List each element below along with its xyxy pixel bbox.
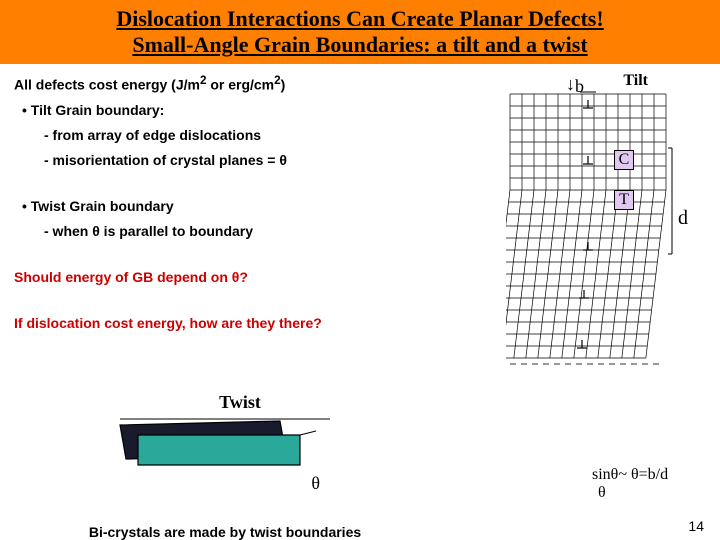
energy-line: All defects cost energy (J/m2 or erg/cm2… (14, 72, 454, 96)
t-box: T (614, 190, 634, 210)
twist-svg (110, 415, 340, 471)
twist-theta: θ (110, 473, 370, 494)
tilt-b: - misorientation of crystal planes = θ (14, 150, 454, 171)
tilt-a: - from array of edge dislocations (14, 125, 454, 146)
c-box: C (614, 150, 634, 170)
tilt-head: • Tilt Grain boundary: (14, 100, 454, 121)
twist-head: • Twist Grain boundary (14, 196, 454, 217)
tilt-theta: θ (598, 484, 606, 502)
tilt-title: Tilt (623, 72, 648, 90)
sin-formula: sinθ~ θ=b/d (592, 466, 668, 484)
content: All defects cost energy (J/m2 or erg/cm2… (0, 64, 720, 346)
header: Dislocation Interactions Can Create Plan… (0, 0, 720, 64)
question-2: If dislocation cost energy, how are they… (14, 313, 454, 334)
twist-a: - when θ is parallel to boundary (14, 221, 454, 242)
header-line-1: Dislocation Interactions Can Create Plan… (10, 6, 710, 32)
question-1: Should energy of GB depend on θ? (14, 267, 454, 288)
twist-title: Twist (110, 392, 370, 413)
bicrystal-caption: Bi-crystals are made by twist boundaries (80, 524, 370, 540)
text-block: All defects cost energy (J/m2 or erg/cm2… (14, 72, 454, 334)
header-line-2: Small-Angle Grain Boundaries: a tilt and… (10, 32, 710, 58)
page-number: 14 (688, 518, 704, 534)
twist-figure: Twist θ Bi-crystals are made by twist bo… (110, 392, 370, 540)
d-label: d (678, 207, 688, 230)
tilt-grid (506, 90, 676, 480)
